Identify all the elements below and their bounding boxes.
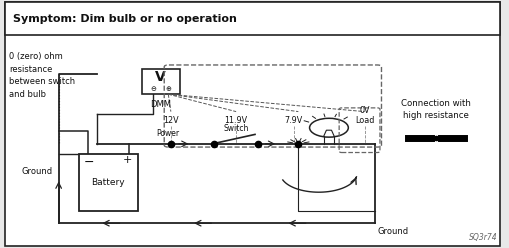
Text: Power: Power [156,129,180,138]
Text: 0 (zero) ohm
resistance
between switch
and bulb: 0 (zero) ohm resistance between switch a… [9,52,75,98]
Bar [142,69,180,94]
Text: 12V: 12V [163,116,178,125]
Text: Ground: Ground [377,227,408,236]
Text: −: − [84,156,94,169]
Text: Ground: Ground [21,167,52,176]
Text: DMM: DMM [150,100,171,109]
Text: V: V [155,70,166,84]
Text: SQ3r74: SQ3r74 [468,233,496,242]
Text: +: + [123,155,132,165]
Text: ⊖: ⊖ [150,86,156,92]
Text: 11.9V: 11.9V [224,116,247,125]
Bar [5,2,499,35]
Text: Connection with
high resistance: Connection with high resistance [400,99,470,120]
Text: Battery: Battery [92,178,125,187]
Text: 7.9V: 7.9V [284,116,302,125]
Text: ⊕: ⊕ [165,86,171,92]
Bar [79,154,137,211]
Text: Symptom: Dim bulb or no operation: Symptom: Dim bulb or no operation [13,14,236,24]
Text: Switch: Switch [223,124,248,133]
Circle shape [309,118,348,137]
Text: 0V
Load: 0V Load [354,106,374,125]
